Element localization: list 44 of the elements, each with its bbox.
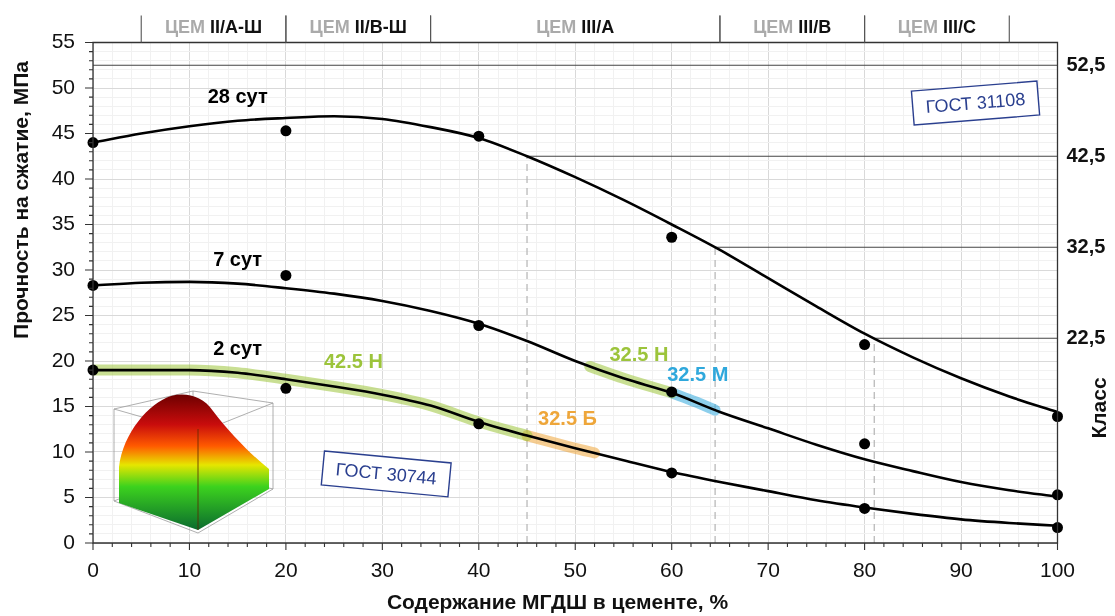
x-tick-label: 100 bbox=[1039, 558, 1076, 582]
series-label: 7 сут bbox=[213, 248, 263, 271]
y2-tick-label: 22,5 bbox=[1066, 325, 1106, 348]
y2-tick-label: 32,5 bbox=[1066, 234, 1106, 257]
y-tick-label: 30 bbox=[51, 256, 75, 280]
y-tick-label: 0 bbox=[63, 529, 75, 553]
annotation: ГОСТ 31108 bbox=[924, 89, 1027, 117]
text: ЦЕМ III/С bbox=[897, 17, 977, 38]
x-tick-label: 70 bbox=[756, 558, 780, 582]
series-label: 28 сут bbox=[207, 85, 268, 108]
text: ЦЕМ III/В bbox=[753, 17, 832, 38]
x-tick-label: 80 bbox=[852, 558, 877, 582]
x-tick-label: 0 bbox=[87, 558, 99, 582]
x-tick-label: 60 bbox=[660, 558, 684, 582]
x-tick-label: 90 bbox=[949, 558, 973, 582]
x-tick-label: 10 bbox=[177, 558, 202, 582]
text: ЦЕМ II/А-Ш bbox=[164, 17, 263, 38]
y-tick-label: 50 bbox=[51, 74, 75, 98]
x-tick-label: 40 bbox=[467, 558, 491, 582]
series-label: 2 сут bbox=[213, 337, 263, 360]
y-tick-label: 10 bbox=[51, 438, 75, 462]
y2-tick-label: 52,5 bbox=[1066, 52, 1106, 75]
y-tick-label: 20 bbox=[51, 347, 75, 371]
series-label: 32.5 Б bbox=[538, 406, 597, 429]
x-axis-title: Содержание МГДШ в цементе, % bbox=[386, 589, 729, 613]
y-tick-label: 25 bbox=[51, 302, 75, 326]
x-tick-label: 20 bbox=[274, 558, 298, 582]
series-label: 32.5 М bbox=[667, 363, 729, 386]
annotation: ГОСТ 30744 bbox=[334, 459, 438, 489]
text: ЦЕМ III/А bbox=[536, 17, 615, 38]
y2-axis-title: Класс bbox=[1086, 377, 1110, 439]
text: ЦЕМ II/В-Ш bbox=[309, 17, 407, 38]
y-tick-label: 55 bbox=[51, 29, 75, 53]
series-label: 42.5 Н bbox=[323, 350, 383, 373]
series-label: 32.5 Н bbox=[609, 343, 669, 366]
y-tick-label: 35 bbox=[51, 211, 75, 235]
x-tick-label: 30 bbox=[370, 558, 395, 582]
y2-tick-label: 42,5 bbox=[1066, 143, 1106, 166]
y-axis-title: Прочность на сжатие, МПа bbox=[8, 60, 32, 339]
y-tick-label: 45 bbox=[51, 120, 75, 144]
y-tick-label: 40 bbox=[51, 165, 75, 189]
y-tick-label: 15 bbox=[51, 393, 75, 417]
y-tick-label: 5 bbox=[63, 484, 75, 508]
x-tick-label: 50 bbox=[563, 558, 587, 582]
